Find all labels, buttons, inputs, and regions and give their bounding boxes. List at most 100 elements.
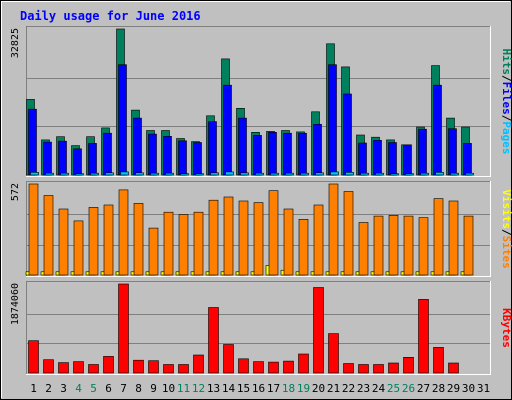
x-tick-label-day-19: 19	[297, 382, 310, 395]
x-tick-label-day-23: 23	[357, 382, 370, 395]
bar-sites-day-26	[403, 215, 414, 276]
bar-kbytes-day-1	[28, 340, 39, 374]
bar-files-day-12	[193, 142, 202, 176]
bar-kbytes-day-4	[73, 361, 84, 374]
x-tick-label-day-14: 14	[222, 382, 236, 395]
bar-files-day-4	[73, 148, 82, 176]
x-tick-label-day-9: 9	[150, 382, 157, 395]
bar-kbytes-day-25	[388, 362, 399, 374]
y-max-label-hits: 32825	[10, 28, 21, 58]
bar-kbytes-day-7	[118, 283, 129, 374]
bar-pages-day-3	[60, 172, 69, 176]
side-legend-pages: Pages	[500, 121, 512, 154]
chart-panels: 32825 Hits/Files/Pages 572 Visits/Sites 1874…	[10, 26, 512, 375]
x-tick-label-day-28: 28	[432, 382, 445, 395]
bar-sites-day-15	[238, 200, 249, 276]
bar-pages-day-12	[195, 173, 204, 176]
bar-sites-day-18	[283, 208, 294, 276]
x-tick-label-day-16: 16	[252, 382, 265, 395]
bar-files-day-5	[88, 143, 97, 176]
bar-files-day-16	[253, 135, 262, 176]
bar-files-day-6	[103, 132, 112, 176]
bar-pages-day-24	[375, 172, 384, 176]
bar-files-day-9	[148, 133, 157, 176]
bar-sites-day-19	[298, 219, 309, 276]
side-legend-hits: Hits/Files/Pages	[500, 49, 512, 155]
bar-files-day-25	[388, 142, 397, 176]
bar-pages-day-27	[420, 172, 429, 176]
bar-files-day-14	[223, 84, 232, 176]
bar-sites-day-5	[88, 207, 99, 276]
bar-pages-day-15	[240, 172, 249, 176]
bar-sites-day-13	[208, 199, 219, 276]
bar-sites-day-11	[178, 214, 189, 276]
bar-pages-day-1	[30, 172, 39, 176]
x-tick-label-day-21: 21	[327, 382, 340, 395]
bar-pages-day-6	[105, 172, 114, 176]
bar-sites-day-2	[43, 195, 54, 276]
x-tick-label-day-8: 8	[135, 382, 142, 395]
bar-pages-day-13	[210, 172, 219, 176]
bar-kbytes-day-28	[433, 347, 444, 374]
bar-kbytes-day-13	[208, 307, 219, 374]
bar-files-day-20	[313, 124, 322, 176]
x-tick-label-day-24: 24	[372, 382, 386, 395]
bar-kbytes-day-14	[223, 344, 234, 374]
bar-pages-day-10	[165, 172, 174, 176]
bar-files-day-3	[58, 140, 67, 176]
bar-files-day-11	[178, 140, 187, 176]
bar-sites-day-23	[358, 222, 369, 276]
x-axis-labels: 1 2 3 4 5 6 7 8 9 10 11 12 13 14 15 16 17 18 19 20 21 22 23 24 2…	[30, 382, 490, 395]
x-tick-label-day-3: 3	[60, 382, 67, 395]
bar-sites-day-21	[328, 183, 339, 276]
bar-kbytes-day-19	[298, 353, 309, 374]
bar-files-day-2	[43, 141, 52, 176]
bar-files-day-22	[343, 93, 352, 176]
bar-kbytes-day-12	[193, 354, 204, 374]
bar-kbytes-day-20	[313, 287, 324, 374]
bar-sites-day-22	[343, 191, 354, 276]
bar-pages-day-14	[225, 171, 234, 176]
chart-title: Daily usage for June 2016	[20, 9, 201, 23]
bar-files-day-13	[208, 121, 217, 176]
bar-kbytes-day-29	[448, 362, 459, 374]
bar-kbytes-day-15	[238, 358, 249, 374]
bar-files-day-19	[298, 132, 307, 176]
bar-sites-day-10	[163, 211, 174, 276]
side-legend-slash: /	[500, 229, 512, 236]
bar-files-day-30	[463, 143, 472, 176]
bar-pages-day-11	[180, 173, 189, 176]
x-tick-label-day-25: 25	[387, 382, 400, 395]
side-legend-kbytes: KBytes	[500, 308, 512, 348]
bar-files-day-10	[163, 136, 172, 176]
bar-pages-day-20	[315, 172, 324, 176]
x-tick-label-day-20: 20	[312, 382, 325, 395]
x-tick-label-day-26: 26	[402, 382, 415, 395]
x-tick-label-day-13: 13	[207, 382, 220, 395]
bar-files-day-26	[403, 144, 412, 176]
x-tick-label-day-17: 17	[267, 382, 280, 395]
bar-kbytes-day-24	[373, 364, 384, 374]
x-tick-label-day-12: 12	[192, 382, 205, 395]
bar-pages-day-18	[285, 172, 294, 176]
bar-pages-day-19	[300, 172, 309, 176]
bar-pages-day-25	[390, 173, 399, 176]
bar-sites-day-25	[388, 215, 399, 276]
bar-sites-day-24	[373, 215, 384, 276]
side-legend-kbytes: KBytes	[500, 308, 512, 348]
side-legend-files: Files	[500, 82, 512, 115]
bar-files-day-27	[418, 128, 427, 176]
bar-kbytes-day-6	[103, 356, 114, 374]
bar-files-day-15	[238, 117, 247, 176]
bar-pages-day-9	[150, 172, 159, 176]
bar-files-day-29	[448, 128, 457, 176]
bar-pages-day-16	[255, 172, 264, 176]
panel-visits: 572 Visits/Sites	[10, 181, 512, 277]
bar-pages-day-29	[450, 172, 459, 176]
side-legend-hits: Hits	[500, 49, 512, 76]
bar-pages-day-4	[75, 173, 84, 176]
y-max-label-kbytes: 1874060	[10, 283, 21, 325]
bar-pages-day-7	[120, 171, 129, 176]
bar-files-day-24	[373, 140, 382, 176]
